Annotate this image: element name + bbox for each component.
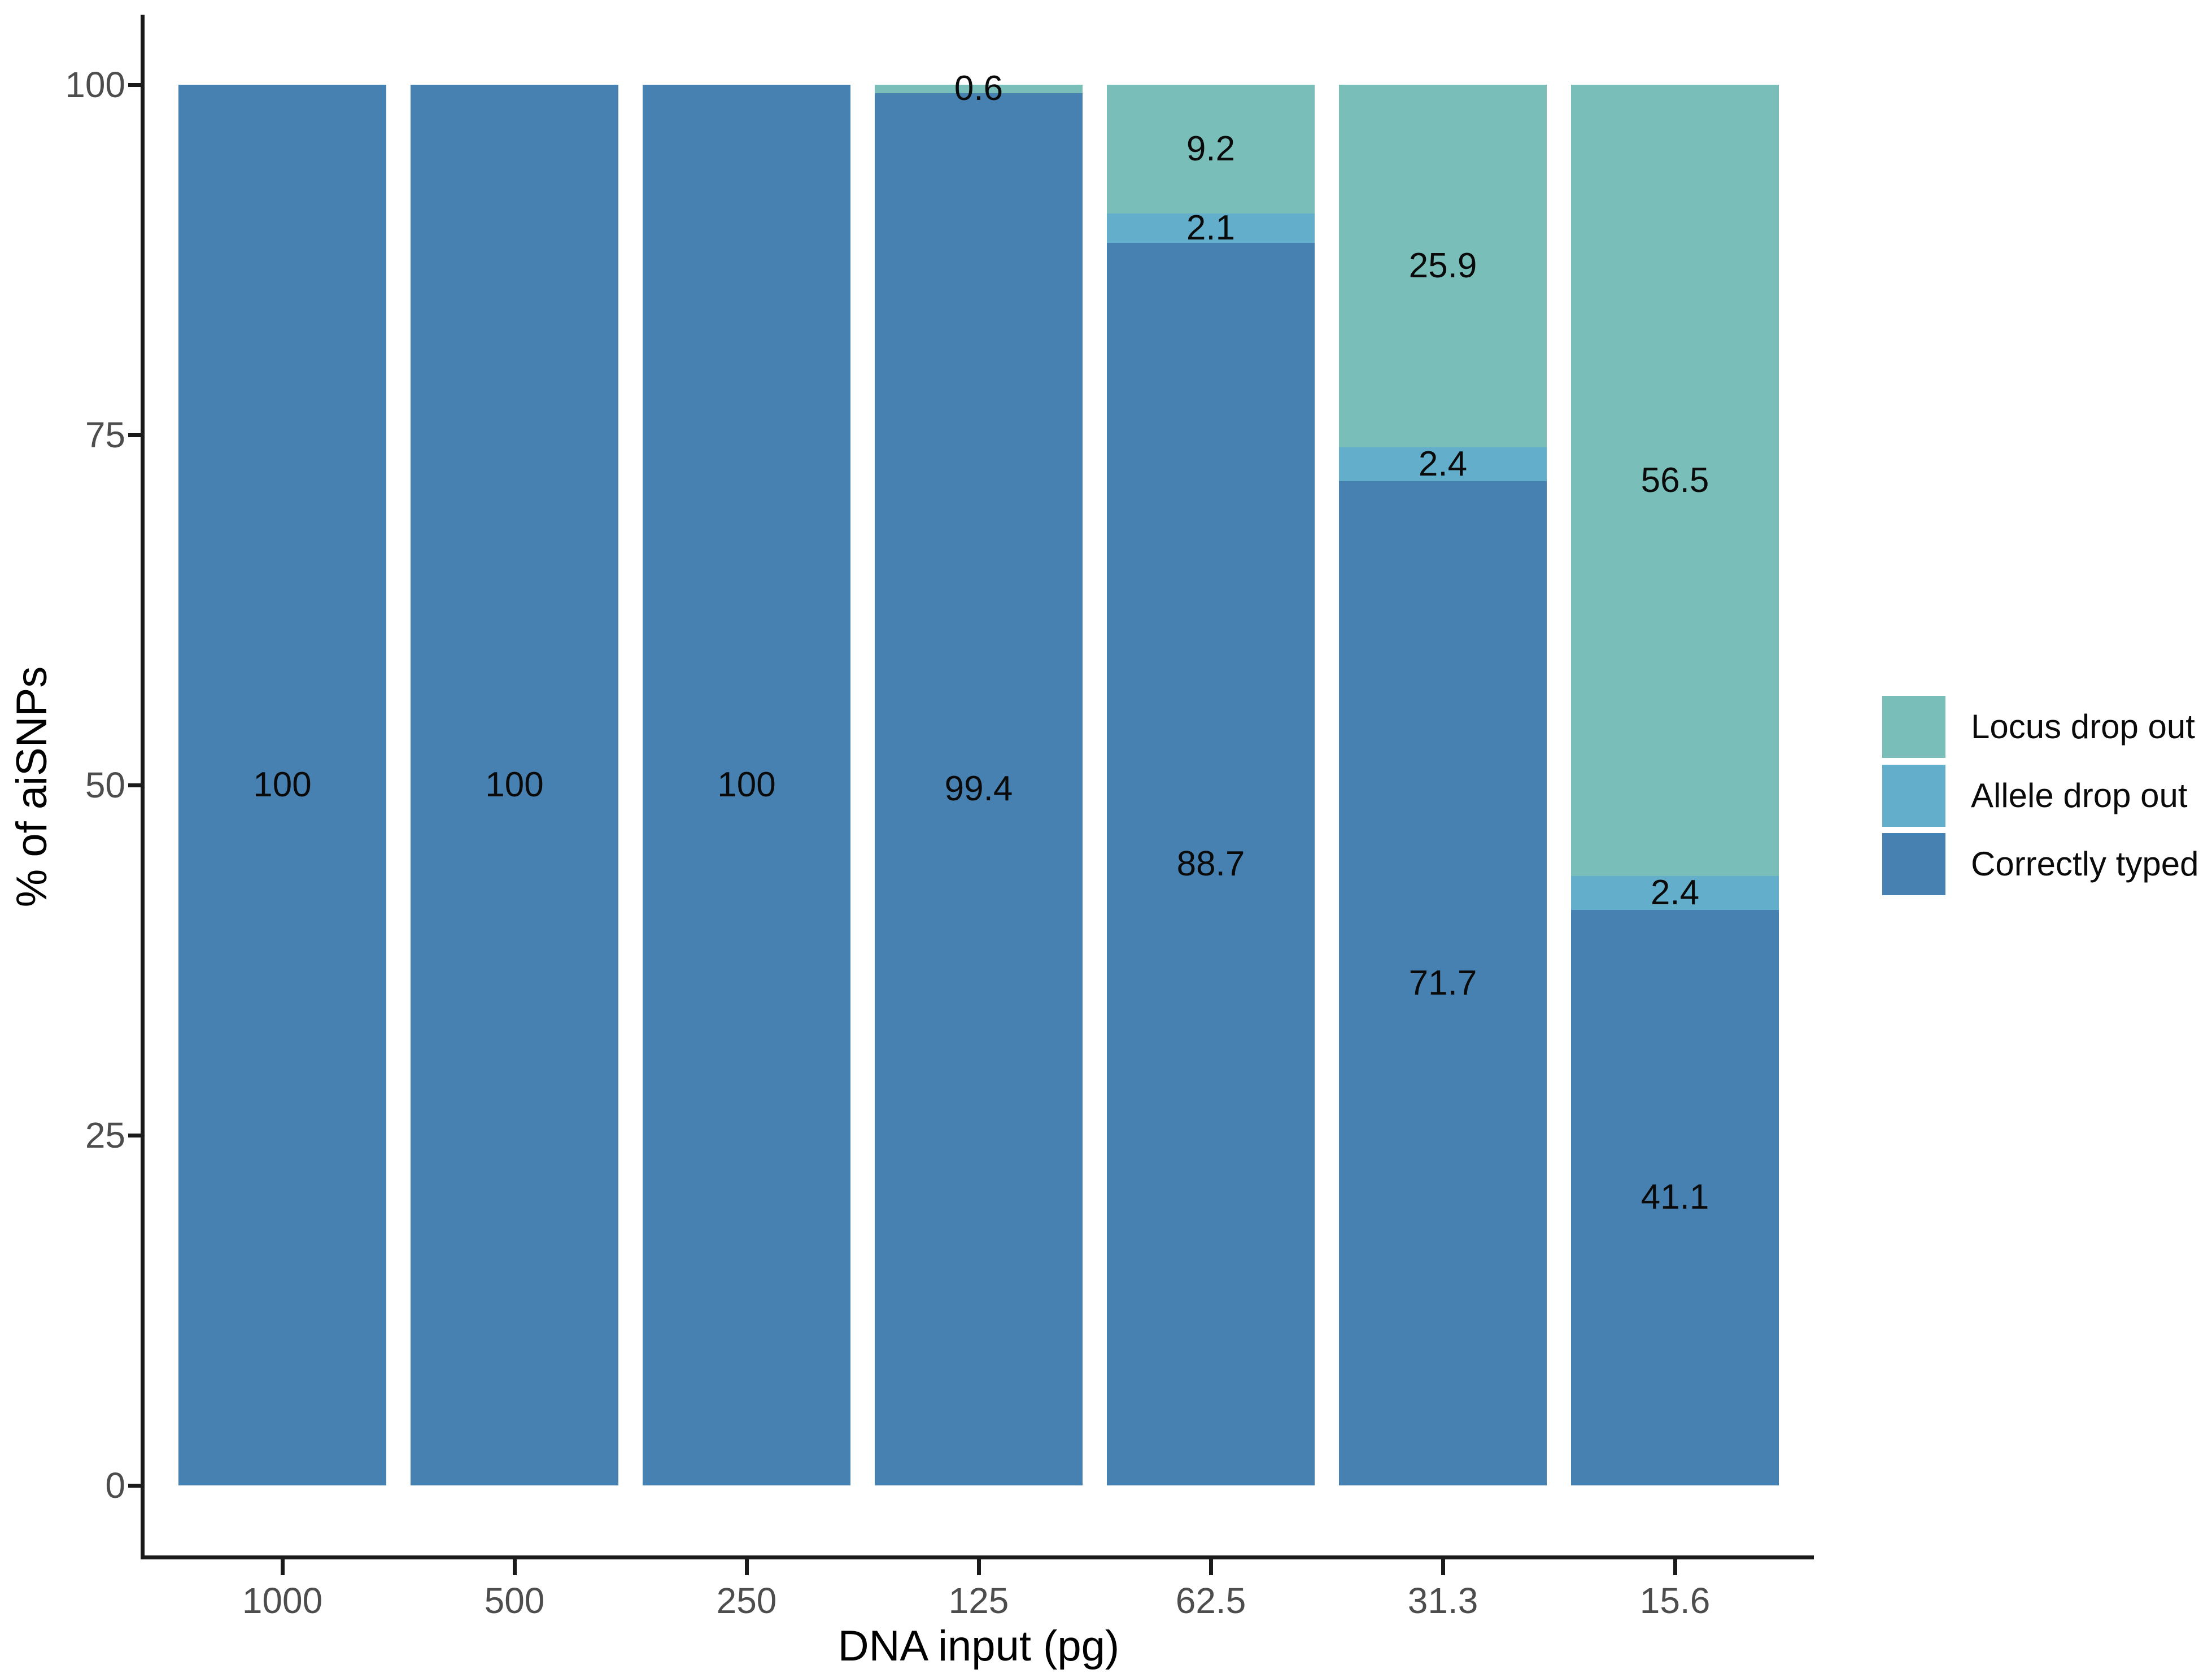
x-tick-mark-500 [512,1559,517,1575]
bar-250 [643,85,850,1485]
bar-1000 [178,85,386,1485]
bar-125 [875,85,1083,1485]
y-tick-label-100: 100 [65,64,125,105]
x-tick-mark-62-5 [1208,1559,1213,1575]
x-tick-mark-1000 [280,1559,285,1575]
bar-value-label-15-6-allele-drop-out: 2.4 [1650,873,1700,912]
x-tick-mark-31-3 [1441,1559,1445,1575]
bar-62-5 [1107,85,1315,1485]
bar-segment-locus-drop-out [1571,85,1779,877]
bar-segment-correctly-typed [1339,481,1547,1485]
bar-segment-correctly-typed [1107,243,1315,1485]
y-tick-label-0: 0 [105,1465,125,1506]
bar-segment-correctly-typed [178,85,386,1485]
bar-value-label-31-3-allele-drop-out: 2.4 [1418,444,1468,484]
legend-swatch-correctly-typed [1882,833,1945,895]
legend-row-correctly-typed: Correctly typed [1882,833,2198,895]
y-axis-line [141,15,145,1559]
bar-segment-allele-drop-out [1571,876,1779,910]
bar-value-label-15-6-correctly-typed: 41.1 [1641,1178,1709,1217]
bar-segment-allele-drop-out [1339,447,1547,481]
x-tick-mark-125 [976,1559,981,1575]
x-tick-label-62-5: 62.5 [1175,1580,1246,1621]
y-tick-mark-25 [128,1133,141,1137]
legend-swatch-locus-drop-out [1882,696,1945,758]
legend-row-locus-drop-out: Locus drop out [1882,696,2195,758]
y-tick-mark-75 [128,433,141,437]
bar-segment-correctly-typed [1571,909,1779,1485]
bar-value-label-31-3-correctly-typed: 71.7 [1408,963,1477,1003]
x-tick-mark-15-6 [1673,1559,1677,1575]
x-tick-mark-250 [744,1559,749,1575]
legend-label-allele-drop-out: Allele drop out [1971,776,2188,814]
bar-31-3 [1339,85,1547,1485]
x-axis-title: DNA input (pg) [837,1622,1120,1670]
bar-segment-locus-drop-out [1339,85,1547,448]
bar-segment-correctly-typed [875,93,1083,1485]
x-tick-label-500: 500 [484,1580,545,1621]
bar-value-label-500-correctly-typed: 100 [485,765,544,804]
bar-segment-allele-drop-out [1107,213,1315,243]
y-tick-label-75: 75 [85,415,125,455]
y-tick-mark-50 [128,783,141,787]
bar-value-label-62-5-correctly-typed: 88.7 [1176,844,1245,884]
y-tick-mark-100 [128,82,141,87]
bar-value-label-125-correctly-typed: 99.4 [944,769,1013,809]
y-tick-label-25: 25 [85,1115,125,1156]
x-axis-line [141,1555,1814,1559]
bar-value-label-250-correctly-typed: 100 [717,765,776,804]
legend-label-correctly-typed: Correctly typed [1971,845,2199,883]
legend-row-allele-drop-out: Allele drop out [1882,764,2188,827]
bar-value-label-1000-correctly-typed: 100 [253,765,312,804]
x-tick-label-1000: 1000 [242,1580,323,1621]
bar-value-label-62-5-locus-drop-out: 9.2 [1186,129,1236,169]
x-tick-label-31-3: 31.3 [1407,1580,1478,1621]
bar-15-6 [1571,85,1779,1485]
legend-label-locus-drop-out: Locus drop out [1971,708,2195,746]
legend-swatch-allele-drop-out [1882,764,1945,827]
bar-segment-locus-drop-out [875,85,1083,93]
x-tick-label-250: 250 [716,1580,777,1621]
bar-value-label-125-locus-drop-out: 0.6 [954,69,1004,108]
x-tick-label-15-6: 15.6 [1639,1580,1711,1621]
y-tick-mark-0 [128,1483,141,1488]
bar-segment-correctly-typed [643,85,850,1485]
bar-value-label-31-3-locus-drop-out: 25.9 [1408,246,1477,286]
bar-value-label-15-6-locus-drop-out: 56.5 [1641,460,1709,500]
bar-segment-locus-drop-out [1107,85,1315,214]
x-tick-label-125: 125 [948,1580,1009,1621]
bar-value-label-62-5-allele-drop-out: 2.1 [1186,208,1236,248]
bar-segment-correctly-typed [411,85,618,1485]
y-tick-label-50: 50 [85,765,125,805]
bar-500 [411,85,618,1485]
